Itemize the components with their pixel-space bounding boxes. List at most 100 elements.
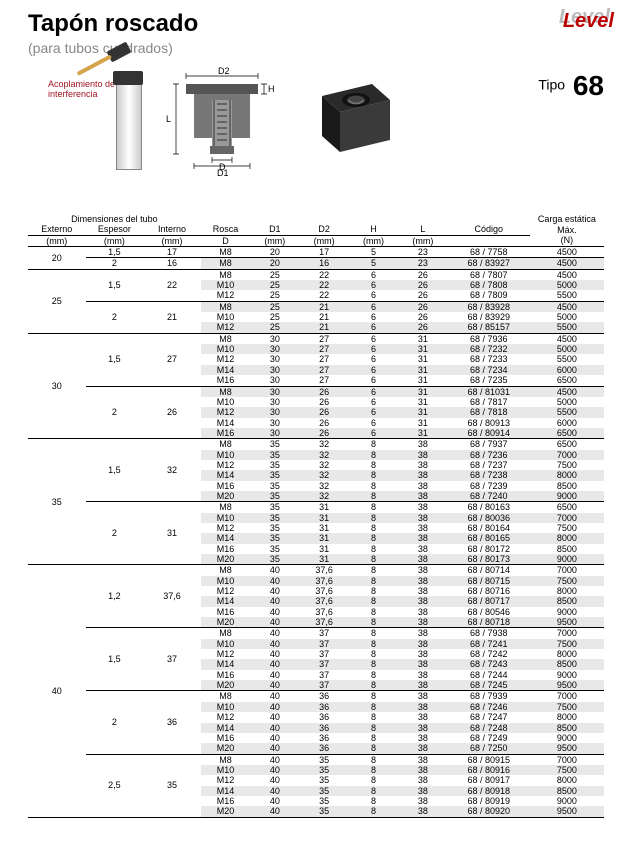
cell: 8 <box>349 670 398 680</box>
cell: 40 <box>250 586 299 596</box>
cell: 8 <box>349 765 398 775</box>
cell: 68 / 7939 <box>448 691 530 702</box>
cell: 68 / 80918 <box>448 786 530 796</box>
cell: 26 <box>300 428 349 439</box>
cell: 30 <box>250 344 299 354</box>
cell: 8 <box>349 523 398 533</box>
cell-interno: 31 <box>143 502 201 565</box>
cell: 38 <box>398 544 447 554</box>
cell: M14 <box>201 659 250 669</box>
cell: 31 <box>300 544 349 554</box>
table-row: 401,237,6M84037,683868 / 807147000 <box>28 565 604 576</box>
cell: 8500 <box>530 659 604 669</box>
cell: 35 <box>250 533 299 543</box>
cell: 38 <box>398 659 447 669</box>
cell: 6500 <box>530 502 604 513</box>
cell: 40 <box>250 775 299 785</box>
cell: 4500 <box>530 301 604 312</box>
cell: 32 <box>300 470 349 480</box>
cell: 68 / 7239 <box>448 481 530 491</box>
cell: 35 <box>300 806 349 817</box>
cell: 30 <box>250 418 299 428</box>
cell: 35 <box>250 513 299 523</box>
cell: 35 <box>250 523 299 533</box>
th-carga: Carga estática Máx. <box>530 214 604 235</box>
cell: 35 <box>250 470 299 480</box>
table-row: 301,527M8302763168 / 79364500 <box>28 333 604 344</box>
cell: 5500 <box>530 354 604 364</box>
cell: 40 <box>250 806 299 817</box>
cell: M10 <box>201 639 250 649</box>
cell: 68 / 80036 <box>448 513 530 523</box>
cell: M8 <box>201 269 250 280</box>
cell: M10 <box>201 576 250 586</box>
diagrams-row: D2 L H D D1 <box>58 66 402 176</box>
cell: M8 <box>201 301 250 312</box>
cell: 68 / 80714 <box>448 565 530 576</box>
cell: 4500 <box>530 247 604 258</box>
cell: 8 <box>349 723 398 733</box>
cell: 8 <box>349 786 398 796</box>
cell: 68 / 7247 <box>448 712 530 722</box>
cell-espesor: 2 <box>86 386 144 439</box>
cell: 20 <box>250 258 299 269</box>
cell: 30 <box>250 386 299 397</box>
cell: 36 <box>300 743 349 754</box>
cell: 23 <box>398 247 447 258</box>
cell: M16 <box>201 375 250 386</box>
cell: 68 / 7238 <box>448 470 530 480</box>
cell: 35 <box>300 754 349 765</box>
header: Tapón roscado (para tubos cuadrados) Lev… <box>28 10 604 190</box>
cell-espesor: 2 <box>86 691 144 754</box>
cell: 38 <box>398 576 447 586</box>
cell: 38 <box>398 481 447 491</box>
th-rosca: Rosca <box>201 224 250 235</box>
cell: M12 <box>201 407 250 417</box>
th-d1: D1 <box>250 224 299 235</box>
cell: 38 <box>398 786 447 796</box>
cell-interno: 32 <box>143 439 201 502</box>
cell: 6 <box>349 333 398 344</box>
cell: 35 <box>300 765 349 775</box>
cell: 8 <box>349 733 398 743</box>
cell: 31 <box>398 354 447 364</box>
cell: 68 / 81031 <box>448 386 530 397</box>
cell: M8 <box>201 258 250 269</box>
cell: 5 <box>349 247 398 258</box>
cell: 8 <box>349 702 398 712</box>
cell: 6 <box>349 290 398 301</box>
cell: 30 <box>250 397 299 407</box>
cell: 68 / 80172 <box>448 544 530 554</box>
cell: 6 <box>349 301 398 312</box>
cell: 6 <box>349 386 398 397</box>
cell: 35 <box>250 481 299 491</box>
table-header: Dimensiones del tubo Carga estática Máx.… <box>28 214 604 247</box>
cell: M14 <box>201 723 250 733</box>
cell: 20 <box>250 247 299 258</box>
cell: 68 / 80915 <box>448 754 530 765</box>
cell: 6 <box>349 418 398 428</box>
cell: 8 <box>349 712 398 722</box>
cell: 5500 <box>530 322 604 333</box>
cell: 9500 <box>530 806 604 817</box>
cell: 7000 <box>530 754 604 765</box>
page-title: Tapón roscado <box>28 10 604 38</box>
svg-text:D1: D1 <box>217 168 229 176</box>
cell: 38 <box>398 439 447 450</box>
cell: 23 <box>398 258 447 269</box>
cell: 40 <box>250 649 299 659</box>
cell: 8 <box>349 513 398 523</box>
cell: M8 <box>201 565 250 576</box>
cell: 38 <box>398 470 447 480</box>
cell: 5 <box>349 258 398 269</box>
cell: 8500 <box>530 596 604 606</box>
th-group: Dimensiones del tubo <box>28 214 201 224</box>
cell: M10 <box>201 280 250 290</box>
cell: 26 <box>300 407 349 417</box>
cell-espesor: 1,2 <box>86 565 144 628</box>
cell: 38 <box>398 765 447 775</box>
cell: 40 <box>250 723 299 733</box>
cell: 68 / 80715 <box>448 576 530 586</box>
cell: 8 <box>349 639 398 649</box>
cell-externo: 40 <box>28 565 86 817</box>
